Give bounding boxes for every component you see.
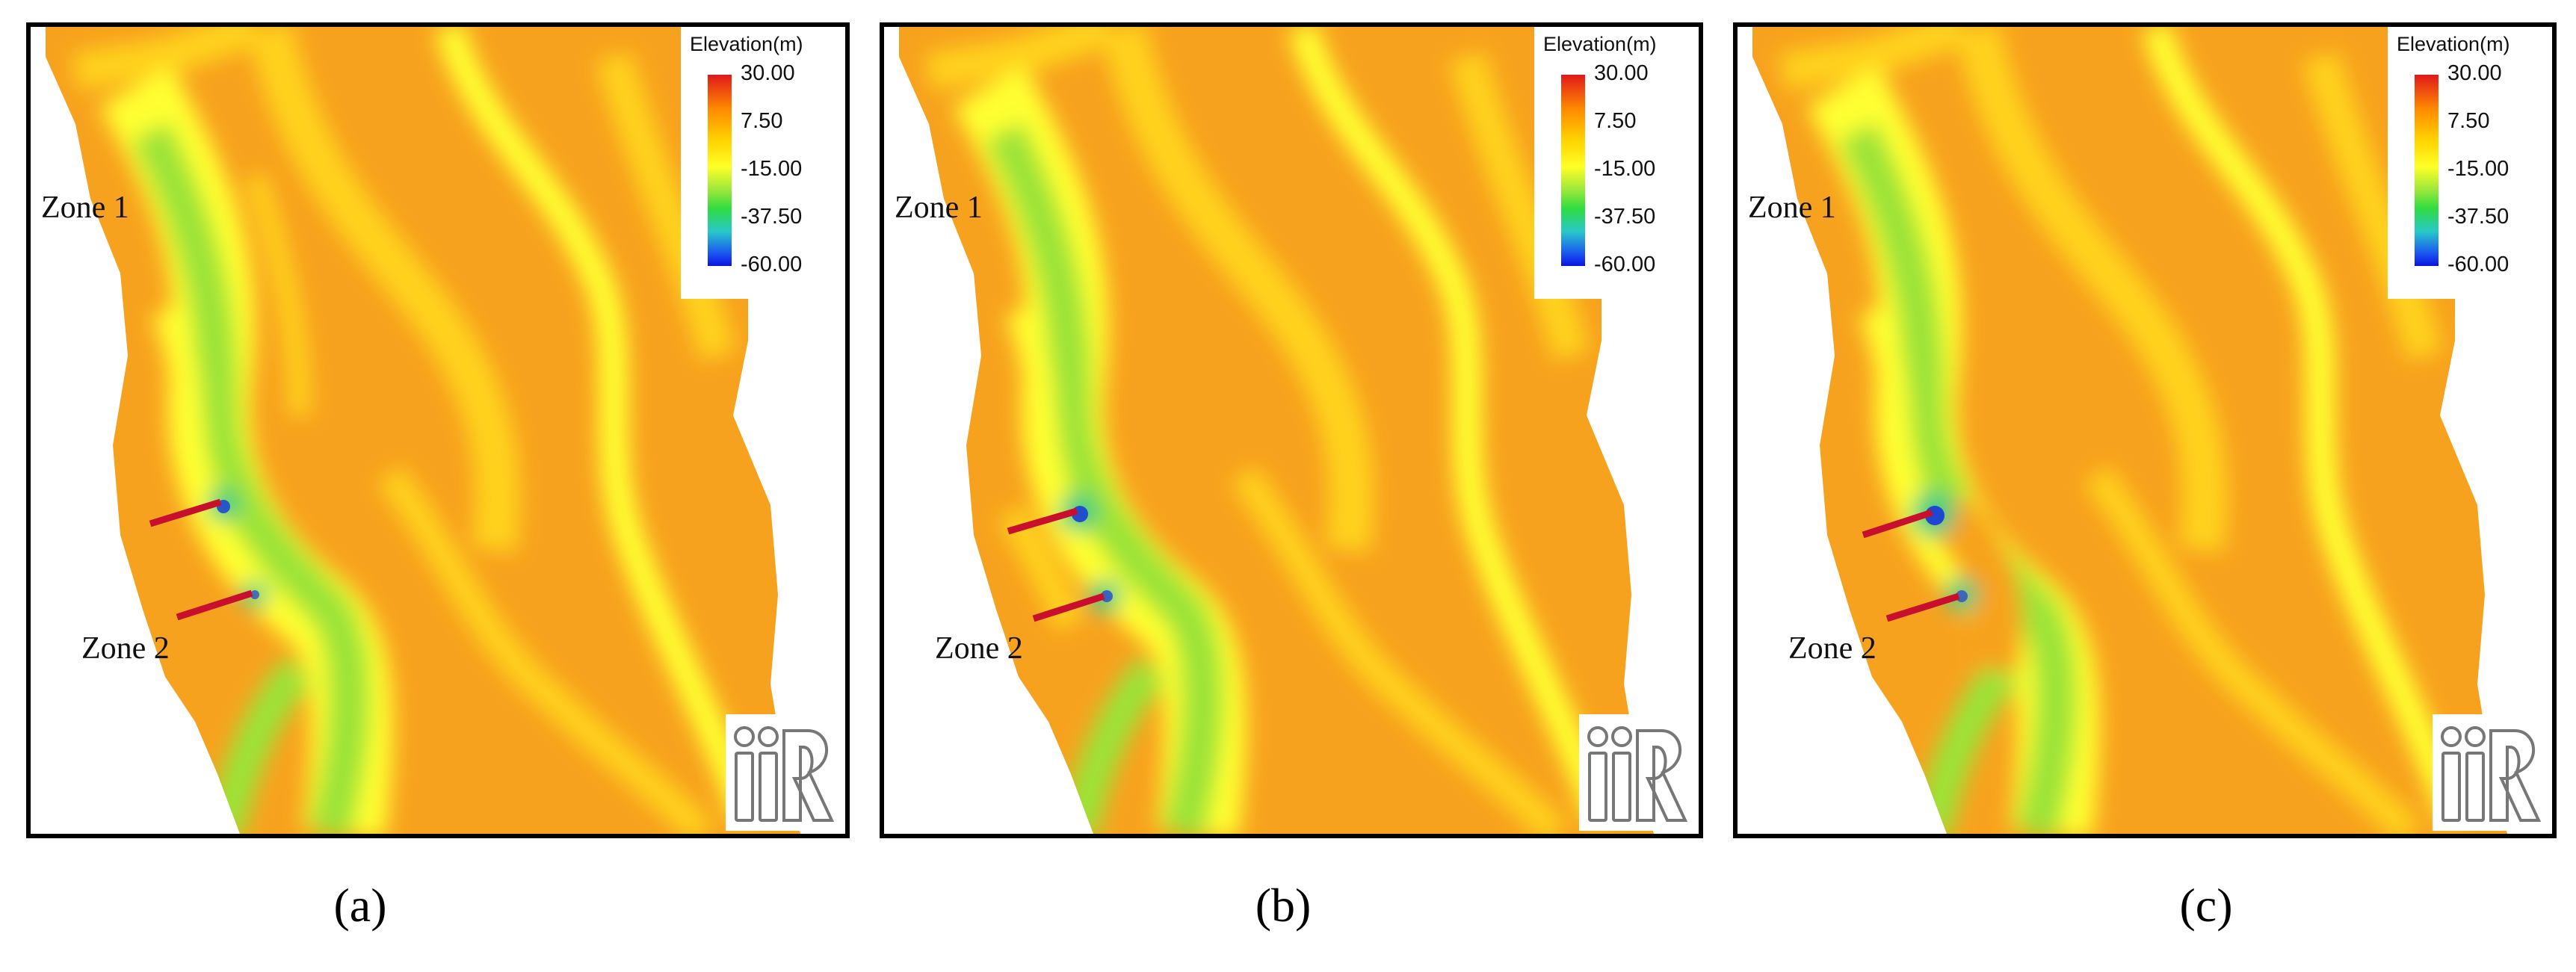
legend-tick: 30.00 [2447,61,2502,85]
caption-a: (a) [333,879,387,932]
legend-tick: -60.00 [2447,253,2509,276]
map-panel-c: Zone 1 Zone 2 Elevation(m) 30.00 7.50 -1… [1733,22,2557,838]
elevation-legend: Elevation(m) 30.00 7.50 -15.00 -37.50 -6… [1534,27,1699,299]
zone-1-label: Zone 1 [895,191,983,225]
iric-logo-icon [2433,714,2548,831]
groyne-lower [176,589,253,621]
legend-title: Elevation(m) [1543,33,1657,55]
legend-colorbar [708,75,732,266]
map-panel-b: Zone 1 Zone 2 Elevation(m) 30.00 7.50 -1… [880,22,1703,838]
legend-tick: -15.00 [2447,157,2509,181]
legend-tick: -60.00 [741,253,803,276]
elevation-map-b [899,27,1654,834]
groyne-lower [1032,592,1105,622]
legend-tick: -37.50 [2447,205,2509,229]
legend-tick: -37.50 [1594,205,1656,229]
legend-tick: 7.50 [2447,109,2490,133]
iric-logo-icon [1579,714,1694,831]
iric-logo-icon [726,714,841,831]
legend-tick: 7.50 [741,109,783,133]
elevation-map-a [46,27,800,834]
groyne-lower [1885,592,1960,622]
zone-1-label: Zone 1 [41,191,129,225]
zone-2-label: Zone 2 [1788,631,1877,666]
zone-2-label: Zone 2 [935,631,1023,666]
scour-hole-lower [250,590,259,599]
legend-tick: -15.00 [741,157,803,181]
groyne-upper [1862,509,1933,539]
groyne-upper [149,498,222,527]
legend-tick: -15.00 [1594,157,1656,181]
elevation-legend: Elevation(m) 30.00 7.50 -15.00 -37.50 -6… [681,27,845,299]
caption-c: (c) [2179,879,2233,932]
zone-2-label: Zone 2 [81,631,170,666]
legend-colorbar [1561,75,1585,266]
legend-tick: -37.50 [741,205,803,229]
map-panel-a: Zone 1 Zone 2 Elevation(m) 30.00 7.50 -1… [26,22,850,838]
legend-title: Elevation(m) [690,33,803,55]
legend-tick: 7.50 [1594,109,1637,133]
legend-tick: 30.00 [1594,61,1649,85]
groyne-upper [1007,507,1078,535]
legend-title: Elevation(m) [2397,33,2510,55]
elevation-legend: Elevation(m) 30.00 7.50 -15.00 -37.50 -6… [2388,27,2552,299]
zone-1-label: Zone 1 [1748,191,1836,225]
caption-b: (b) [1255,879,1312,932]
legend-colorbar [2415,75,2438,266]
legend-tick: 30.00 [741,61,795,85]
elevation-map-c [1752,27,2507,834]
legend-tick: -60.00 [1594,253,1656,276]
